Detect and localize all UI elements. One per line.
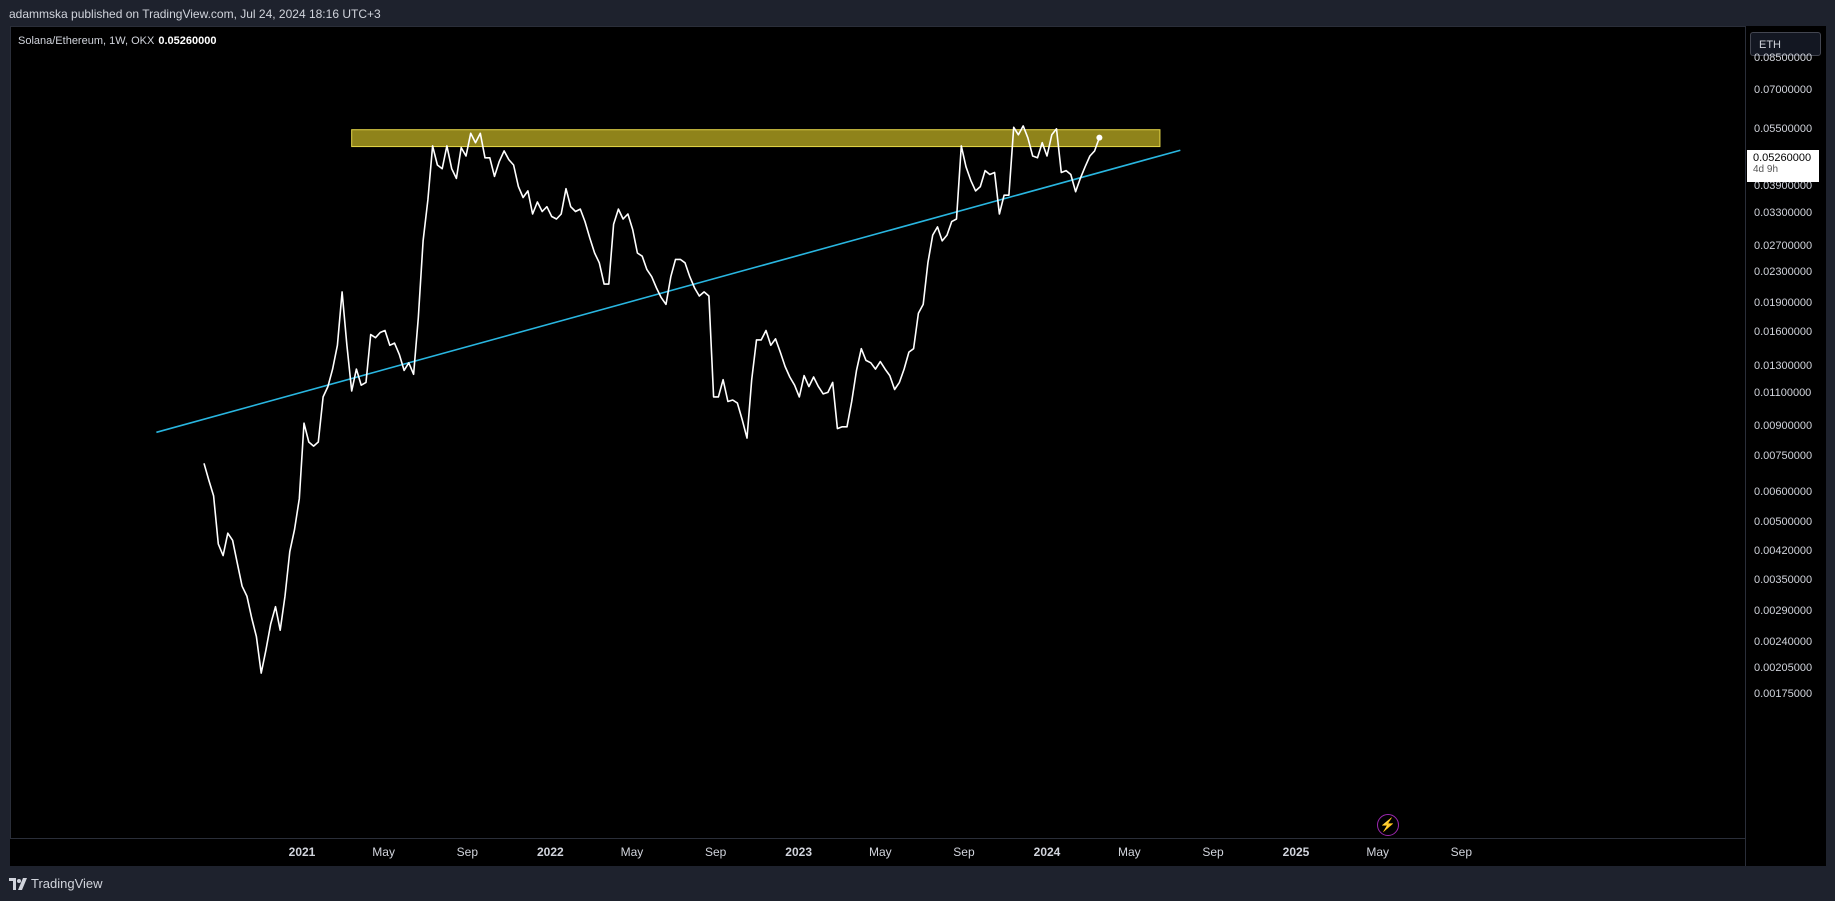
symbol-name: Solana/Ethereum, 1W, OKX <box>18 35 155 47</box>
price-tick-label: 0.03900000 <box>1754 179 1813 192</box>
price-tick-label: 0.03300000 <box>1754 206 1813 219</box>
last-price: 0.05260000 <box>158 35 217 47</box>
price-tick-label: 0.00350000 <box>1754 574 1813 587</box>
current-price-tag: 0.05260000 4d 9h <box>1747 150 1819 182</box>
price-tick-label: 0.01900000 <box>1754 297 1813 310</box>
price-tick-label: 0.00240000 <box>1754 636 1813 649</box>
price-tick-label: 0.02300000 <box>1754 266 1813 279</box>
tradingview-logo-icon <box>9 877 27 890</box>
time-tick-label: 2023 <box>785 845 813 859</box>
current-price: 0.05260000 <box>1753 152 1812 164</box>
resistance-zone[interactable] <box>351 129 1161 148</box>
time-tick-label: Sep <box>704 845 727 859</box>
time-tick-label: 2022 <box>536 845 564 859</box>
time-tick-label: 2021 <box>288 845 316 859</box>
price-chart[interactable] <box>10 26 1745 838</box>
price-tick-label: 0.01600000 <box>1754 325 1813 338</box>
price-tick-label: 0.00290000 <box>1754 605 1813 618</box>
price-tick-label: 0.02700000 <box>1754 239 1813 252</box>
publish-info: adammska published on TradingView.com, J… <box>9 7 381 21</box>
time-tick-label: May <box>620 845 644 859</box>
time-axis[interactable] <box>10 838 1745 866</box>
price-tick-label: 0.00750000 <box>1754 449 1813 462</box>
publish-header: adammska published on TradingView.com, J… <box>0 0 1835 26</box>
price-tick-label: 0.08500000 <box>1754 52 1813 64</box>
price-line <box>203 125 1101 674</box>
last-price-marker <box>1096 134 1103 141</box>
time-tick-label: Sep <box>1450 845 1473 859</box>
time-tick-label: Sep <box>456 845 479 859</box>
price-tick-label: 0.00500000 <box>1754 516 1813 529</box>
price-tick-label: 0.01300000 <box>1754 359 1813 372</box>
price-tick-label: 0.00900000 <box>1754 419 1813 432</box>
lightning-icon[interactable]: ⚡ <box>1377 814 1399 836</box>
time-tick-label: May <box>1117 845 1141 859</box>
price-tick-label: 0.00420000 <box>1754 544 1813 557</box>
symbol-legend[interactable]: Solana/Ethereum, 1W, OKX 0.05260000 <box>18 35 216 47</box>
time-tick-label: May <box>1366 845 1389 859</box>
brand[interactable]: TradingView <box>9 876 103 891</box>
bar-countdown: 4d 9h <box>1753 164 1779 175</box>
time-tick-label: 2025 <box>1282 845 1310 859</box>
price-tick-label: 0.07000000 <box>1754 83 1813 96</box>
brand-name: TradingView <box>31 876 103 891</box>
time-tick-label: Sep <box>953 845 975 859</box>
currency-button[interactable]: ETH <box>1750 32 1821 56</box>
time-tick-label: May <box>868 845 892 859</box>
price-tick-label: 0.01100000 <box>1754 386 1812 399</box>
price-tick-label: 0.00205000 <box>1754 662 1813 675</box>
footer <box>0 866 1835 901</box>
price-tick-label: 0.00600000 <box>1754 486 1813 499</box>
time-tick-label: Sep <box>1202 845 1224 859</box>
time-tick-label: May <box>372 845 395 859</box>
price-tick-label: 0.05500000 <box>1754 123 1813 136</box>
price-tick-label: 0.00175000 <box>1754 688 1813 700</box>
time-tick-label: 2024 <box>1033 845 1061 859</box>
